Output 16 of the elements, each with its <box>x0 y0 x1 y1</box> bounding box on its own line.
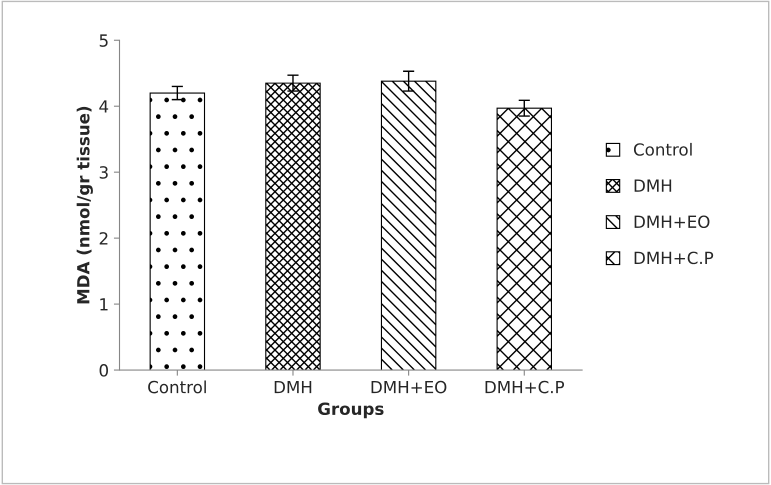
legend-label: Control <box>634 142 692 156</box>
y-tick-label: 0 <box>100 364 108 377</box>
x-tick-label: DMH+C.P <box>486 380 564 394</box>
x-tick-label: DMH+EO <box>372 380 446 394</box>
x-tick-label: DMH <box>274 380 312 394</box>
y-tick-label: 4 <box>99 100 108 113</box>
legend-label: DMH+EO <box>634 215 710 228</box>
y-tick-label: 3 <box>100 166 108 179</box>
legend-label: DMH <box>634 180 672 192</box>
y-tick-label: 5 <box>100 34 108 47</box>
legend-label: DMH+C.P <box>634 252 714 264</box>
y-tick-label: 1 <box>100 298 108 310</box>
x-tick-label: Control <box>148 380 206 394</box>
x-axis-title: Groups <box>318 402 384 418</box>
y-axis-title: MDA (nmol/gr tissue) <box>76 106 93 304</box>
y-tick-label: 2 <box>100 232 108 244</box>
